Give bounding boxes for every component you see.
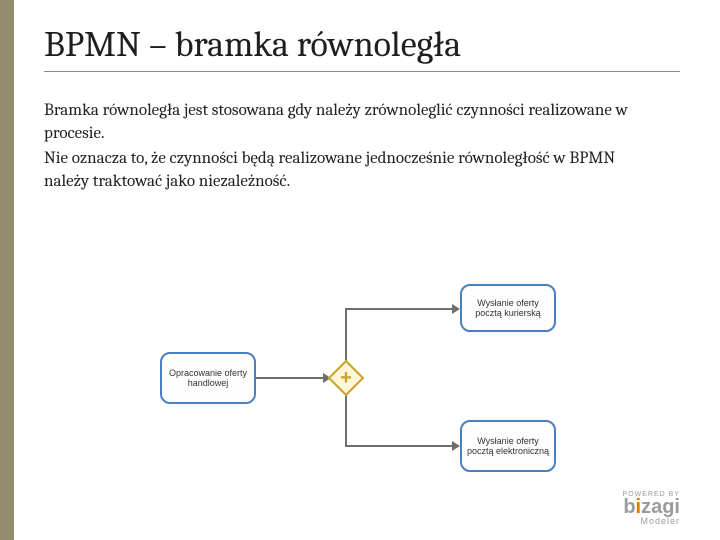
flow-segment xyxy=(345,308,347,362)
slide-title: BPMN – bramka równoległa xyxy=(44,24,680,65)
bizagi-logo: POWERED BY bizagi Modeler xyxy=(623,491,680,526)
logo-brand-rest: zagi xyxy=(641,496,680,518)
flow-segment xyxy=(345,394,347,446)
logo-brand: bizagi xyxy=(623,498,680,516)
bpmn-diagram: Opracowanie oferty handlowej + Wysłanie of… xyxy=(160,280,600,490)
logo-brand-b: b xyxy=(623,496,635,518)
slide-accent-bar xyxy=(0,0,14,540)
title-divider xyxy=(44,71,680,72)
bpmn-task: Wysłanie oferty pocztą elektroniczną xyxy=(460,420,556,472)
flow-segment xyxy=(345,445,453,447)
flow-arrowhead xyxy=(452,304,460,314)
flow-arrowhead xyxy=(452,441,460,451)
flow-segment xyxy=(256,377,328,379)
gateway-plus-icon: + xyxy=(328,360,364,396)
slide-content: BPMN – bramka równoległa Bramka równoleg… xyxy=(0,0,720,194)
flow-segment xyxy=(345,308,453,310)
body-line-1: Bramka równoległa jest stosowana gdy nal… xyxy=(44,100,644,146)
bpmn-task: Wysłanie oferty pocztą kurierską xyxy=(460,284,556,332)
slide-body: Bramka równoległa jest stosowana gdy nal… xyxy=(44,100,644,194)
bpmn-parallel-gateway: + xyxy=(328,360,364,396)
body-line-2: Nie oznacza to, że czynności będą realiz… xyxy=(44,148,644,194)
bpmn-task: Opracowanie oferty handlowej xyxy=(160,352,256,404)
